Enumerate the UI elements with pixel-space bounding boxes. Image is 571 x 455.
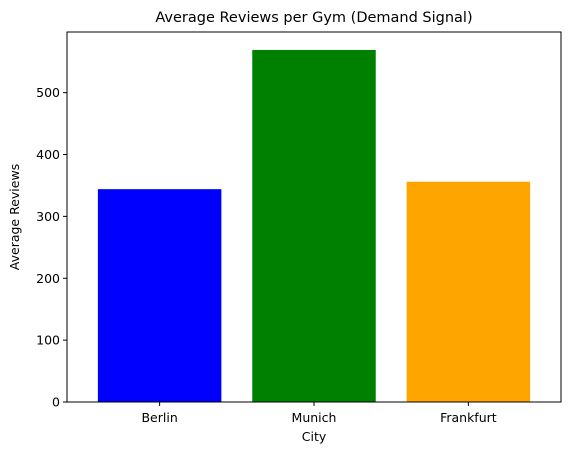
y-tick-label: 300 — [36, 209, 60, 224]
x-tick-label: Berlin — [141, 410, 177, 425]
x-axis-label: City — [302, 429, 327, 444]
x-axis: Berlin Munich Frankfurt — [141, 402, 497, 425]
bar-berlin — [97, 189, 222, 402]
y-tick-label: 500 — [36, 85, 60, 100]
bar-munich — [252, 49, 376, 402]
y-axis: 0 100 200 300 400 500 — [36, 85, 67, 410]
bars-layer — [97, 49, 531, 402]
y-tick-label: 100 — [36, 333, 60, 348]
y-axis-label: Average Reviews — [7, 164, 22, 270]
y-tick-label: 400 — [36, 147, 60, 162]
x-tick-label: Munich — [292, 410, 337, 425]
chart-title: Average Reviews per Gym (Demand Signal) — [155, 10, 472, 26]
y-tick-label: 200 — [36, 271, 60, 286]
bar-frankfurt — [406, 181, 531, 402]
x-tick-label: Frankfurt — [440, 410, 497, 425]
y-tick-label: 0 — [52, 395, 60, 410]
